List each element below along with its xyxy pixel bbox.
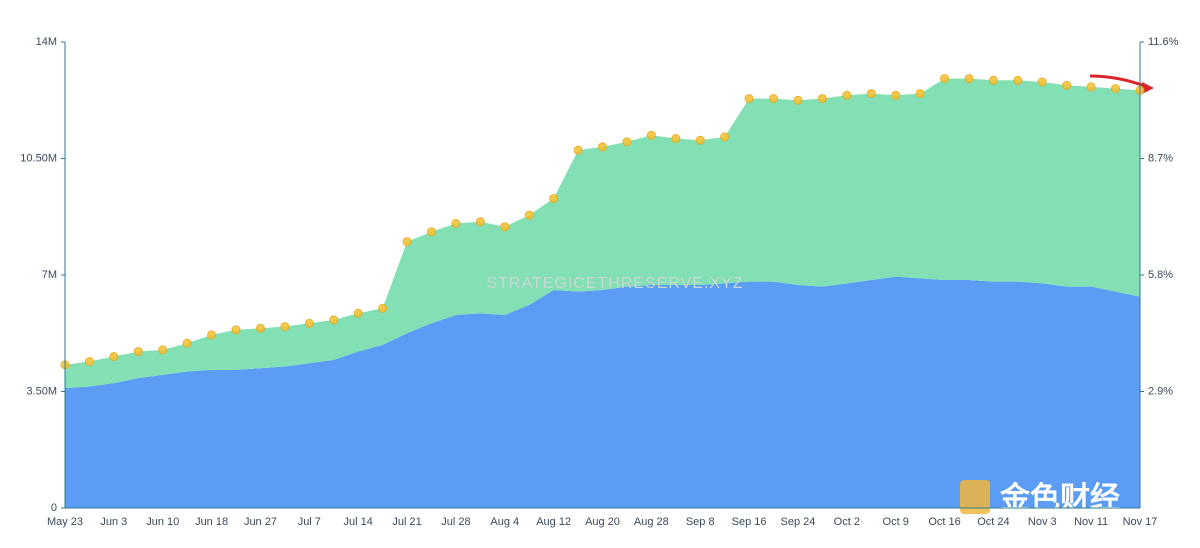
y-tick-label: 14M [36, 36, 57, 48]
x-tick-label: Nov 3 [1028, 516, 1057, 528]
y-tick-label: 3.50M [26, 385, 57, 397]
marker [1111, 84, 1121, 94]
marker [1062, 80, 1072, 90]
x-tick-label: Aug 12 [536, 516, 571, 528]
marker [598, 142, 607, 152]
marker [304, 318, 314, 328]
x-tick-label: Oct 16 [928, 516, 960, 528]
marker [671, 134, 681, 144]
y2-tick-label: 5.8% [1148, 269, 1173, 281]
marker [1086, 82, 1096, 92]
marker [109, 352, 119, 362]
x-tick-label: Jun 18 [195, 516, 228, 528]
marker [451, 218, 461, 228]
x-tick-label: Nov 17 [1123, 516, 1158, 528]
marker [329, 315, 339, 325]
marker [280, 322, 290, 332]
marker [720, 132, 730, 142]
x-tick-label: Sep 16 [732, 516, 767, 528]
marker [549, 193, 559, 203]
marker [426, 227, 436, 237]
x-tick-label: Jun 27 [244, 516, 277, 528]
x-tick-label: Oct 2 [834, 516, 860, 528]
x-tick-label: Aug 20 [585, 516, 620, 528]
marker [402, 237, 412, 247]
marker [158, 345, 168, 355]
marker [915, 89, 925, 99]
marker [573, 145, 583, 155]
marker [524, 210, 534, 220]
marker [182, 338, 192, 348]
marker [769, 94, 779, 104]
marker [988, 75, 998, 85]
marker [231, 325, 241, 335]
plot-area [65, 78, 1140, 508]
y2-tick-label: 11.6% [1148, 36, 1179, 48]
x-tick-label: Sep 24 [781, 516, 816, 528]
marker [207, 330, 217, 340]
marker [133, 347, 143, 357]
x-tick-label: Aug 28 [634, 516, 669, 528]
marker [793, 95, 803, 105]
area [65, 78, 1140, 389]
marker [475, 217, 485, 227]
watermark: STRATEGICETHRESERVE.XYZ [486, 275, 743, 292]
x-tick-label: Aug 4 [490, 516, 519, 528]
logo-text: 金色财经 [999, 481, 1120, 515]
marker [842, 90, 852, 100]
marker [84, 357, 94, 367]
marker [964, 74, 974, 84]
logo-icon [960, 480, 990, 514]
marker [940, 74, 950, 84]
marker [378, 303, 388, 313]
marker [646, 130, 656, 140]
marker [1037, 77, 1047, 87]
y2-tick-label: 8.7% [1148, 152, 1173, 164]
marker [500, 222, 510, 232]
marker [817, 94, 827, 104]
x-tick-label: Jul 21 [392, 516, 421, 528]
marker [622, 137, 632, 147]
area [65, 276, 1140, 508]
x-tick-label: Sep 8 [686, 516, 715, 528]
marker [744, 94, 754, 104]
marker [353, 308, 363, 318]
x-tick-label: Jul 7 [298, 516, 321, 528]
marker [255, 323, 265, 333]
marker [1013, 75, 1023, 85]
x-tick-label: Jun 3 [100, 516, 127, 528]
y-tick-label: 7M [42, 269, 57, 281]
x-tick-label: Oct 9 [883, 516, 909, 528]
x-tick-label: Jul 28 [441, 516, 470, 528]
y-tick-label: 10.50M [20, 152, 57, 164]
y-tick-label: 0 [51, 502, 57, 514]
marker [695, 135, 705, 145]
x-tick-label: May 23 [47, 516, 83, 528]
y2-tick-label: 2.9% [1148, 385, 1173, 397]
x-tick-label: Nov 11 [1074, 516, 1108, 528]
marker [891, 90, 901, 100]
x-tick-label: Jul 14 [344, 516, 373, 528]
x-tick-label: Jun 10 [146, 516, 179, 528]
annotation-arrowhead [1142, 82, 1154, 94]
x-tick-label: Oct 24 [977, 516, 1009, 528]
marker [866, 89, 876, 99]
